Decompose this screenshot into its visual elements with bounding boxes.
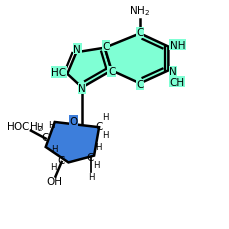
Polygon shape (46, 123, 99, 163)
Text: NH: NH (169, 41, 184, 51)
Text: C: C (95, 122, 103, 131)
Text: C: C (57, 155, 64, 165)
Text: H: H (102, 113, 108, 122)
Text: H: H (36, 123, 43, 131)
Text: C: C (136, 80, 143, 90)
Text: H: H (50, 163, 57, 172)
Text: H: H (93, 161, 99, 169)
Text: C: C (41, 132, 49, 142)
Text: OH: OH (46, 176, 62, 186)
Text: C: C (136, 28, 143, 38)
Text: N: N (73, 45, 81, 55)
Text: NH$_2$: NH$_2$ (129, 4, 150, 18)
Text: HC: HC (51, 68, 66, 78)
Text: H: H (87, 172, 94, 181)
Text: H: H (102, 131, 108, 140)
Text: C: C (107, 67, 115, 77)
Text: HOCH$_2$: HOCH$_2$ (6, 120, 43, 134)
Text: O: O (69, 116, 77, 126)
Text: H: H (48, 121, 55, 130)
Text: C: C (86, 152, 94, 162)
Text: H: H (94, 142, 101, 151)
Text: CH: CH (168, 77, 183, 87)
Text: N: N (168, 67, 176, 77)
Polygon shape (67, 49, 111, 88)
Text: H: H (51, 144, 57, 153)
Polygon shape (104, 34, 168, 84)
Text: C: C (102, 42, 109, 52)
Text: N: N (78, 84, 86, 94)
